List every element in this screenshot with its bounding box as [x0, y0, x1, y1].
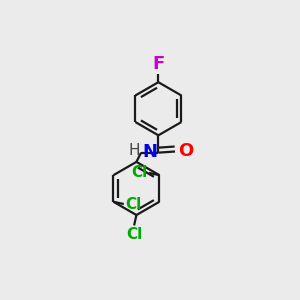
Text: Cl: Cl	[132, 165, 148, 180]
Text: N: N	[142, 143, 157, 161]
Text: H: H	[128, 143, 140, 158]
Text: Cl: Cl	[126, 226, 142, 242]
Text: Cl: Cl	[125, 196, 141, 211]
Text: F: F	[152, 56, 164, 74]
Text: O: O	[178, 142, 193, 160]
